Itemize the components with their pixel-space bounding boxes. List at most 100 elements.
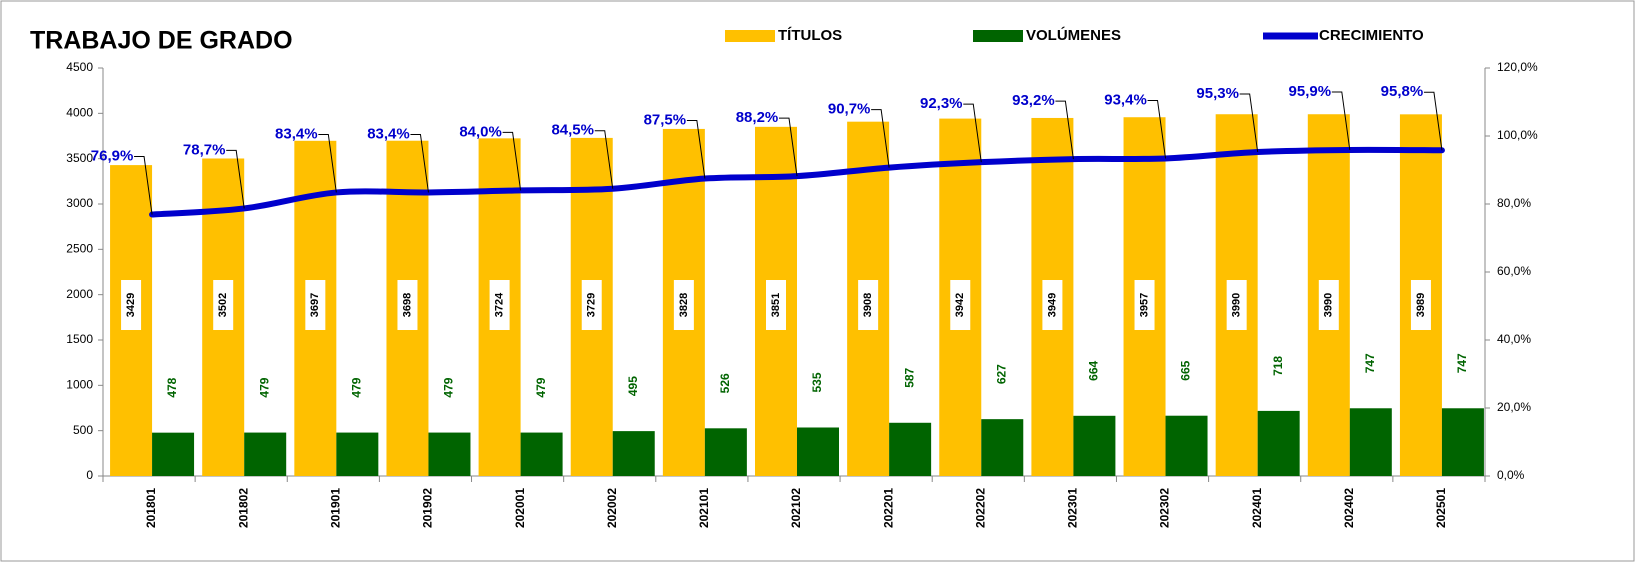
- x-tick-label: 202402: [1342, 488, 1356, 528]
- leader-line: [1239, 93, 1259, 153]
- bar: [612, 431, 655, 476]
- data-label: 3957: [1138, 293, 1150, 317]
- data-label: 3990: [1231, 293, 1243, 317]
- data-label: 84,5%: [551, 122, 594, 139]
- leader-line: [594, 130, 614, 189]
- bar: [1349, 408, 1392, 476]
- legend-label: VOLÚMENES: [1026, 26, 1121, 44]
- data-label: 3990: [1323, 293, 1335, 317]
- data-label-box: [858, 280, 879, 330]
- data-label-box: [1410, 280, 1431, 330]
- data-label: 92,3%: [920, 95, 963, 112]
- bar: [981, 419, 1024, 476]
- leader-line: [1147, 99, 1167, 159]
- data-label: 3698: [401, 293, 413, 317]
- data-label-box: [397, 280, 418, 330]
- data-label: 479: [442, 377, 456, 397]
- data-label: 76,9%: [91, 148, 134, 165]
- data-label: 3851: [770, 293, 782, 317]
- data-label-box: [581, 280, 602, 330]
- data-label-box: [766, 280, 786, 330]
- y2-tick-label: 80,0%: [1497, 196, 1531, 210]
- data-label-box: [1318, 280, 1339, 330]
- y-tick-label: 3000: [66, 196, 93, 210]
- data-label: 665: [1179, 360, 1193, 380]
- x-tick-label: 202501: [1434, 488, 1448, 528]
- data-label: 3697: [309, 293, 321, 317]
- data-label: 535: [810, 372, 824, 392]
- leader-line: [410, 133, 429, 193]
- data-label: 90,7%: [828, 101, 871, 118]
- y2-tick-label: 120,0%: [1497, 60, 1538, 74]
- bar: [336, 432, 379, 476]
- data-label: 747: [1455, 353, 1469, 373]
- data-label-box: [1042, 280, 1063, 330]
- x-tick-label: 201901: [329, 488, 343, 528]
- data-label: 3502: [217, 293, 229, 317]
- data-label: 479: [257, 377, 271, 397]
- x-tick-label: 202401: [1250, 488, 1264, 528]
- x-tick-label: 202301: [1066, 488, 1080, 528]
- data-label: 3429: [125, 293, 137, 317]
- y2-tick-label: 0,0%: [1497, 468, 1525, 482]
- leader-line: [134, 156, 153, 215]
- data-label: 95,3%: [1196, 85, 1239, 102]
- leader-line: [1055, 100, 1074, 160]
- x-tick-label: 202302: [1158, 488, 1172, 528]
- y-tick-label: 1500: [66, 332, 93, 346]
- data-label: 3828: [678, 293, 690, 317]
- legend-label: TÍTULOS: [778, 27, 842, 44]
- leader-line: [871, 109, 890, 168]
- data-label: 3949: [1046, 293, 1058, 317]
- y-tick-label: 4500: [66, 60, 93, 74]
- y-tick-label: 500: [73, 423, 93, 437]
- data-label-box: [950, 280, 971, 330]
- data-label: 495: [626, 376, 640, 396]
- x-tick-label: 202101: [697, 488, 711, 528]
- data-label: 3908: [862, 293, 874, 317]
- bar: [704, 428, 747, 476]
- y-tick-label: 0: [86, 468, 93, 482]
- leader-line: [226, 149, 245, 209]
- data-label-box: [489, 280, 510, 330]
- bar: [1257, 410, 1300, 476]
- x-tick-label: 201902: [421, 488, 435, 528]
- x-tick-label: 202002: [605, 488, 619, 528]
- data-label: 627: [994, 364, 1008, 384]
- data-label-box: [213, 280, 234, 330]
- bar: [520, 432, 563, 476]
- chart-title: TRABAJO DE GRADO: [30, 27, 293, 55]
- data-label: 88,2%: [736, 109, 779, 126]
- data-label: 95,8%: [1381, 83, 1424, 100]
- data-label-box: [1226, 280, 1247, 330]
- bar: [428, 432, 471, 476]
- leader-line: [502, 131, 522, 191]
- leader-line: [963, 103, 982, 163]
- data-label: 718: [1271, 356, 1285, 376]
- data-label: 479: [350, 377, 364, 397]
- data-label-box: [121, 280, 142, 330]
- legend-label: CRECIMIENTO: [1319, 27, 1424, 44]
- data-label: 478: [165, 377, 179, 397]
- data-label: 93,4%: [1104, 91, 1147, 108]
- leader-line: [779, 117, 798, 177]
- data-label: 87,5%: [644, 111, 687, 128]
- bar: [244, 432, 287, 476]
- data-label: 526: [718, 373, 732, 393]
- data-label: 83,4%: [367, 125, 410, 142]
- data-label: 3989: [1415, 293, 1427, 317]
- data-label: 747: [1363, 353, 1377, 373]
- data-label-box: [305, 280, 326, 330]
- bar: [152, 432, 195, 476]
- y-tick-label: 2000: [66, 287, 93, 301]
- data-label-box: [1134, 280, 1155, 330]
- y-tick-label: 4000: [66, 106, 93, 120]
- data-label: 95,9%: [1289, 83, 1332, 100]
- x-tick-label: 202201: [881, 488, 895, 528]
- data-label: 3724: [494, 292, 506, 317]
- bar: [1165, 415, 1208, 476]
- x-tick-label: 202102: [789, 488, 803, 528]
- bar: [797, 427, 839, 476]
